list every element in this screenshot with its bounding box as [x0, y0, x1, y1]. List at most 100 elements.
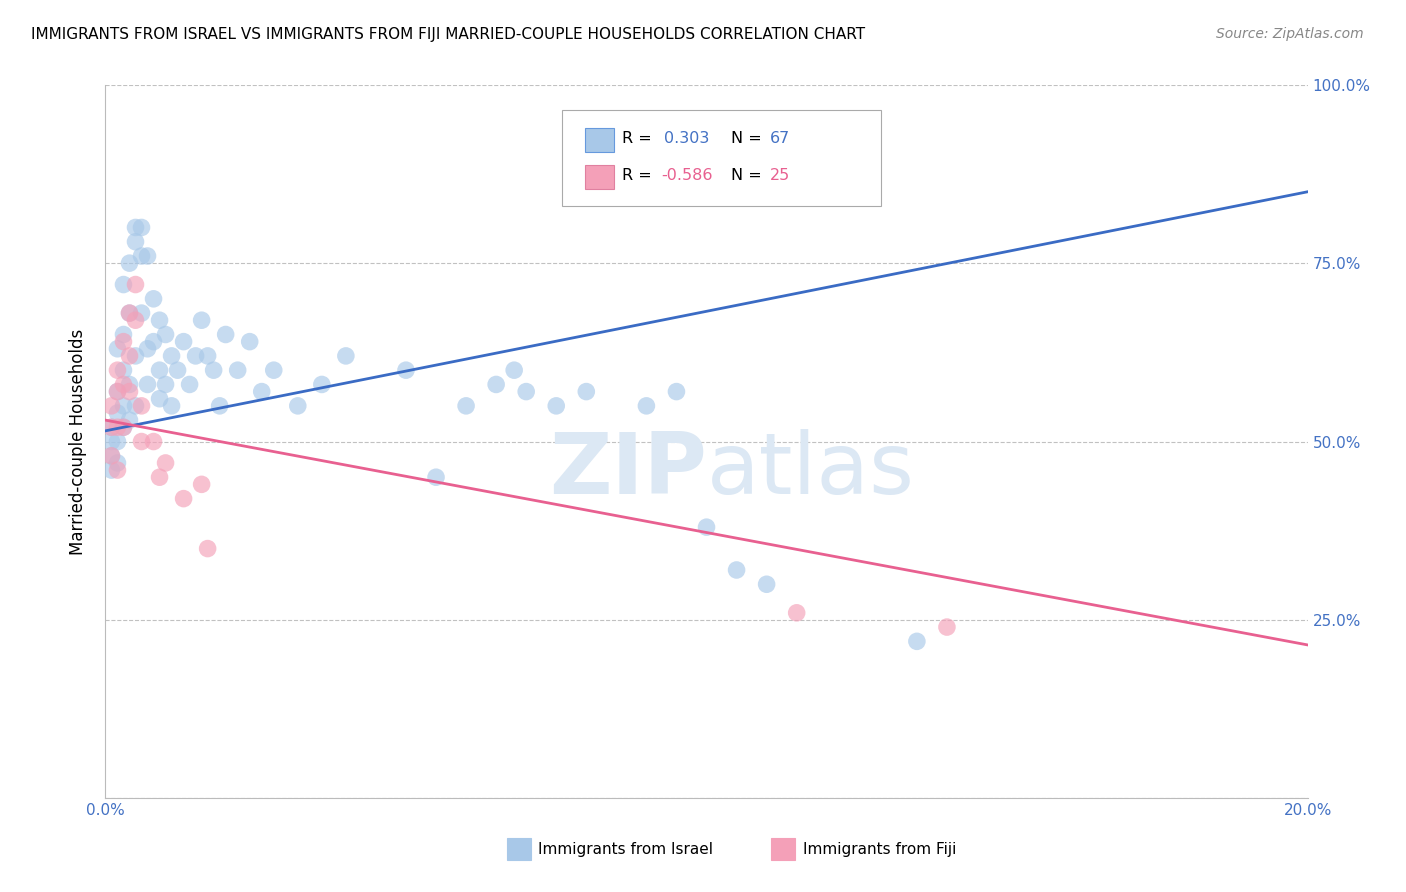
- Point: [250, 384, 273, 399]
- Point: [112, 420, 135, 434]
- Point: [107, 363, 129, 377]
- FancyBboxPatch shape: [585, 128, 614, 152]
- Point: [124, 349, 146, 363]
- Point: [112, 334, 135, 349]
- Point: [124, 220, 146, 235]
- Point: [131, 399, 153, 413]
- Point: [142, 434, 165, 449]
- Point: [202, 363, 225, 377]
- Point: [124, 277, 146, 292]
- Point: [197, 349, 219, 363]
- Point: [214, 327, 236, 342]
- Point: [112, 420, 135, 434]
- Point: [936, 620, 959, 634]
- Point: [786, 606, 808, 620]
- Point: [485, 377, 508, 392]
- Point: [100, 420, 122, 434]
- Point: [131, 249, 153, 263]
- Point: [112, 377, 135, 392]
- Text: 0.303: 0.303: [665, 131, 710, 145]
- Point: [166, 363, 188, 377]
- Point: [112, 277, 135, 292]
- Point: [755, 577, 778, 591]
- Point: [208, 399, 231, 413]
- Y-axis label: Married-couple Households: Married-couple Households: [69, 328, 87, 555]
- Point: [107, 406, 129, 420]
- Point: [118, 384, 141, 399]
- Point: [118, 413, 141, 427]
- FancyBboxPatch shape: [585, 165, 614, 189]
- Point: [155, 327, 177, 342]
- Point: [136, 249, 159, 263]
- Point: [575, 384, 598, 399]
- Point: [118, 377, 141, 392]
- Point: [155, 377, 177, 392]
- Point: [546, 399, 568, 413]
- Point: [118, 256, 141, 270]
- FancyBboxPatch shape: [772, 838, 796, 861]
- Point: [395, 363, 418, 377]
- Point: [107, 384, 129, 399]
- Point: [226, 363, 249, 377]
- Point: [107, 384, 129, 399]
- Point: [118, 349, 141, 363]
- Point: [131, 306, 153, 320]
- Point: [142, 334, 165, 349]
- Text: 67: 67: [770, 131, 790, 145]
- Point: [184, 349, 207, 363]
- Text: -0.586: -0.586: [661, 168, 713, 183]
- Point: [190, 477, 212, 491]
- Point: [136, 377, 159, 392]
- Point: [112, 327, 135, 342]
- Point: [112, 363, 135, 377]
- Text: R =: R =: [623, 168, 657, 183]
- Point: [197, 541, 219, 556]
- Point: [112, 399, 135, 413]
- Point: [118, 306, 141, 320]
- Point: [155, 456, 177, 470]
- Text: N =: N =: [731, 131, 766, 145]
- Point: [100, 399, 122, 413]
- Point: [100, 434, 122, 449]
- Point: [148, 392, 170, 406]
- Text: atlas: atlas: [707, 428, 914, 512]
- Point: [515, 384, 537, 399]
- FancyBboxPatch shape: [562, 110, 880, 206]
- Point: [136, 342, 159, 356]
- Text: IMMIGRANTS FROM ISRAEL VS IMMIGRANTS FROM FIJI MARRIED-COUPLE HOUSEHOLDS CORRELA: IMMIGRANTS FROM ISRAEL VS IMMIGRANTS FRO…: [31, 27, 865, 42]
- Point: [311, 377, 333, 392]
- Point: [124, 313, 146, 327]
- Point: [131, 220, 153, 235]
- Text: Immigrants from Israel: Immigrants from Israel: [538, 842, 713, 857]
- Point: [179, 377, 201, 392]
- Text: Source: ZipAtlas.com: Source: ZipAtlas.com: [1216, 27, 1364, 41]
- Point: [335, 349, 357, 363]
- Point: [107, 434, 129, 449]
- Text: R =: R =: [623, 131, 662, 145]
- Point: [100, 449, 122, 463]
- Point: [160, 399, 183, 413]
- Point: [503, 363, 526, 377]
- Text: N =: N =: [731, 168, 766, 183]
- Point: [190, 313, 212, 327]
- Point: [131, 434, 153, 449]
- Point: [636, 399, 658, 413]
- Point: [425, 470, 447, 484]
- Point: [100, 420, 122, 434]
- Point: [287, 399, 309, 413]
- Point: [148, 470, 170, 484]
- Point: [107, 420, 129, 434]
- Point: [263, 363, 285, 377]
- Point: [142, 292, 165, 306]
- Point: [725, 563, 748, 577]
- Point: [100, 449, 122, 463]
- Text: ZIP: ZIP: [548, 428, 707, 512]
- Point: [160, 349, 183, 363]
- Point: [239, 334, 262, 349]
- Text: Immigrants from Fiji: Immigrants from Fiji: [803, 842, 956, 857]
- Point: [173, 491, 195, 506]
- Point: [696, 520, 718, 534]
- Point: [100, 463, 122, 477]
- Point: [665, 384, 688, 399]
- Point: [148, 363, 170, 377]
